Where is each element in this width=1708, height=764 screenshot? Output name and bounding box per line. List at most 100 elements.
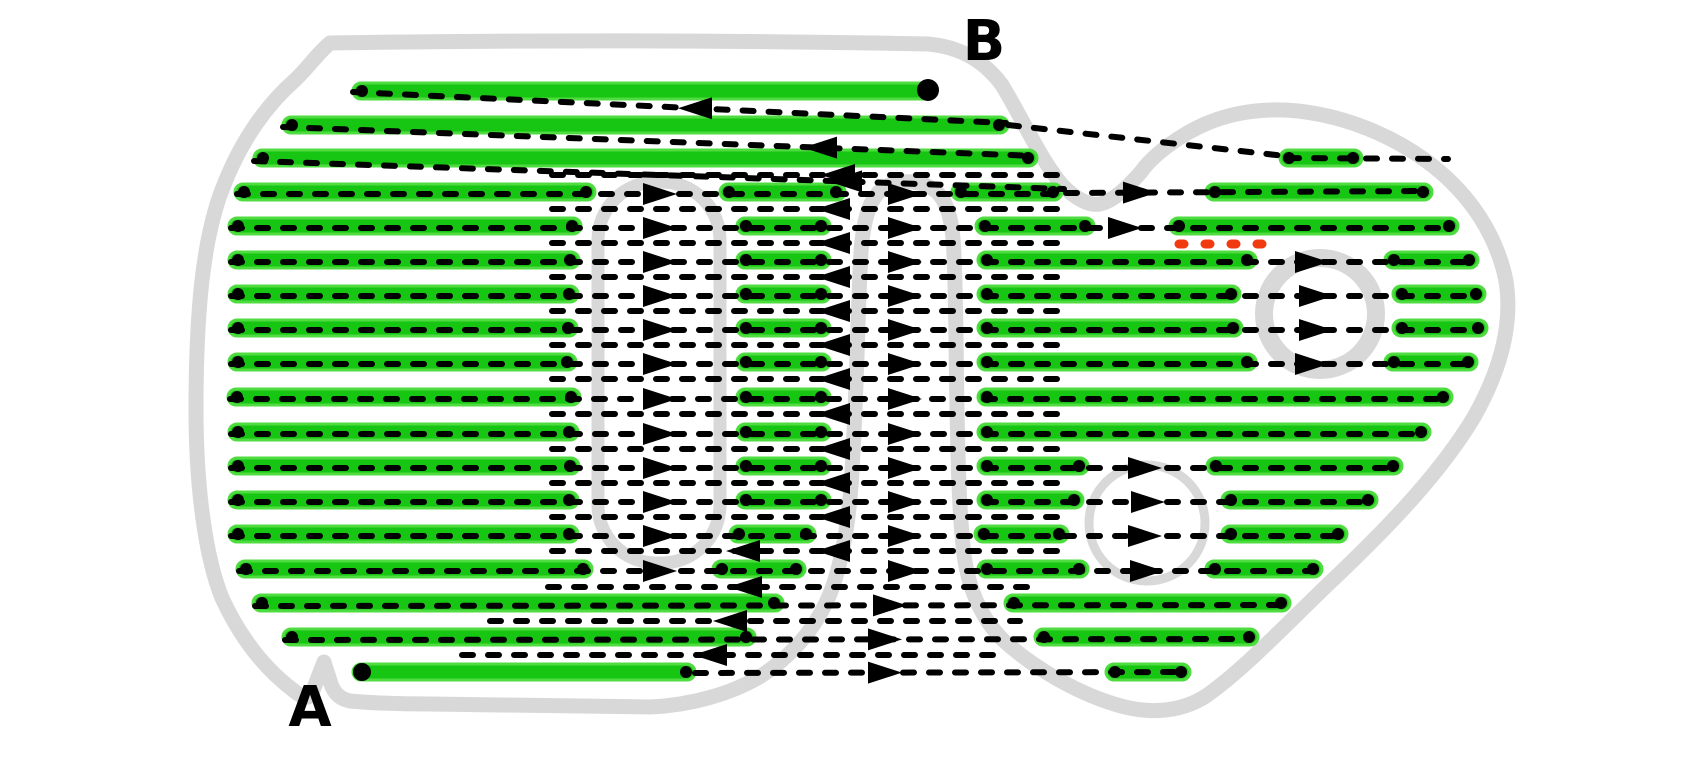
stripe-endpoint-dot [815, 322, 827, 334]
direction-arrow [1130, 560, 1164, 582]
stripe-endpoint-dot [1175, 666, 1187, 678]
coverage-stripe [1168, 216, 1460, 236]
direction-arrow [643, 560, 677, 582]
stripe-endpoint-dot [1437, 391, 1449, 403]
transition-dashed-line [350, 89, 1009, 126]
end-label: B [962, 9, 1006, 74]
stripe-endpoint-dot [1417, 186, 1429, 198]
direction-arrow [728, 576, 762, 598]
direction-arrow [643, 388, 677, 410]
stripe-endpoint-dot [1209, 186, 1221, 198]
transition-dashed-line [280, 124, 1039, 159]
direction-arrow [1108, 217, 1142, 239]
direction-arrow [816, 198, 850, 220]
stripe-endpoint-dot [1388, 356, 1400, 368]
direction-arrow [643, 353, 677, 375]
start-point-dot [353, 663, 371, 681]
direction-arrow [643, 285, 677, 307]
direction-arrow [643, 525, 677, 547]
direction-arrow [803, 136, 837, 159]
direction-arrow [816, 506, 850, 528]
direction-arrow [643, 217, 677, 239]
stripe-endpoint-dot [815, 494, 827, 506]
transition-dashed-line [252, 602, 1285, 609]
direction-arrow [816, 472, 850, 494]
transition-dashed-line [1285, 155, 1451, 162]
stripe-endpoint-dot [1022, 152, 1034, 164]
direction-arrow [1123, 181, 1157, 204]
stripe-endpoint-dot [1362, 494, 1374, 506]
direction-arrow [888, 319, 922, 341]
stripe-endpoint-dot [815, 288, 827, 300]
direction-arrow [888, 388, 922, 410]
stripe-endpoint-dot [1470, 288, 1482, 300]
stripe-endpoint-dot [815, 391, 827, 403]
direction-arrow [816, 438, 850, 460]
direction-arrow [888, 423, 922, 445]
direction-arrow [888, 525, 922, 547]
coverage-stripe [976, 490, 1085, 510]
transition-dashed-line [1005, 122, 1288, 159]
direction-arrow [1131, 491, 1165, 513]
direction-arrow [678, 97, 712, 120]
direction-arrow [1299, 319, 1333, 341]
end-point-dot [917, 79, 939, 101]
direction-arrow [816, 300, 850, 322]
stripe-endpoint-dot [815, 426, 827, 438]
direction-arrow [816, 266, 850, 288]
transition-dashed-line [692, 669, 1185, 676]
stripe-endpoint-dot [1415, 426, 1427, 438]
transition-dashed-line [282, 636, 1253, 643]
transition-dashed-line [251, 158, 1067, 192]
stripe-endpoint-dot [815, 254, 827, 266]
stripe-endpoint-dot [740, 631, 752, 643]
direction-arrow [713, 610, 747, 632]
obstacle-ring-upper [1255, 249, 1385, 379]
direction-arrow [726, 540, 760, 562]
direction-arrow [643, 251, 677, 273]
direction-arrow [816, 403, 850, 425]
region-boundary [188, 33, 1516, 719]
direction-arrow [1299, 285, 1333, 307]
direction-arrow [816, 540, 850, 562]
direction-arrow [816, 232, 850, 254]
stripe-endpoint-dot [815, 460, 827, 472]
coverage-stripe [1204, 182, 1434, 202]
direction-arrow [816, 334, 850, 356]
stripe-endpoint-dot [1388, 254, 1400, 266]
direction-arrow [1128, 525, 1162, 547]
direction-arrow [693, 644, 727, 666]
direction-arrow [643, 423, 677, 445]
direction-arrow [643, 319, 677, 341]
direction-arrow [816, 368, 850, 390]
direction-arrow [643, 491, 677, 513]
direction-arrow [821, 164, 855, 186]
obstacle-stadium [591, 175, 727, 570]
direction-arrow [1128, 457, 1162, 479]
direction-arrow [888, 491, 922, 513]
direction-arrow [1295, 251, 1329, 273]
direction-arrow [888, 285, 922, 307]
stripe-endpoint-dot [1443, 220, 1455, 232]
direction-arrow [888, 353, 922, 375]
stripe-endpoint-dot [1387, 460, 1399, 472]
stripe-endpoint-dot [815, 356, 827, 368]
direction-arrow [888, 251, 922, 273]
direction-arrow [888, 217, 922, 239]
direction-arrow [888, 560, 922, 582]
stripe-endpoint-dot [680, 666, 692, 678]
direction-arrow [868, 628, 902, 651]
stripe-endpoint-dot [981, 563, 993, 575]
start-label: A [288, 675, 332, 740]
direction-arrow [643, 183, 677, 205]
direction-arrow [1295, 353, 1329, 375]
direction-arrow [888, 183, 922, 205]
direction-arrow [868, 661, 902, 684]
obstacle-ring-lower [1084, 460, 1210, 586]
coverage-stripe [351, 662, 697, 682]
direction-arrow [888, 457, 922, 479]
direction-arrow [643, 457, 677, 479]
stripe-endpoint-dot [815, 220, 827, 232]
